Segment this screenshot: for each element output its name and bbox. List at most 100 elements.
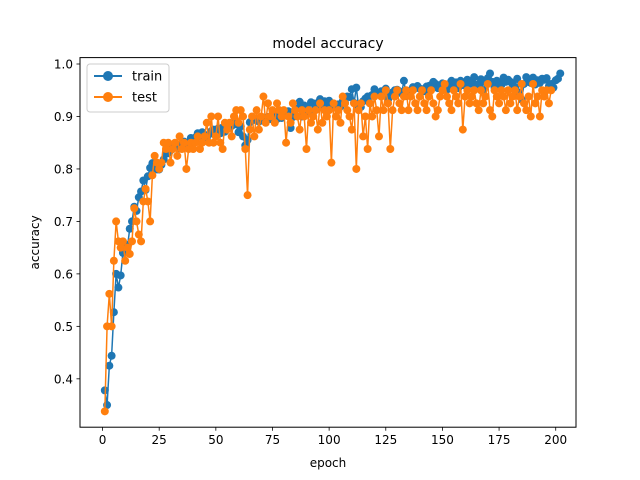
test-point: [329, 99, 338, 108]
test-point: [248, 112, 257, 121]
test-point: [182, 164, 191, 173]
test-point: [476, 86, 485, 95]
test-point: [449, 86, 458, 95]
test-point: [284, 112, 293, 121]
test-point: [146, 217, 155, 226]
x-axis-ticks: 0 25 50 75 100 125 150 175 200: [99, 427, 567, 447]
x-tick-label: 150: [431, 433, 454, 447]
y-tick-label: 0.5: [54, 320, 73, 334]
test-point: [424, 92, 433, 101]
test-point: [452, 92, 461, 101]
test-point: [508, 92, 517, 101]
test-point: [241, 145, 250, 153]
test-point: [517, 79, 526, 88]
test-point: [311, 106, 320, 115]
test-point: [302, 145, 311, 153]
test-point: [359, 132, 368, 141]
test-point: [356, 99, 365, 108]
train-point: [105, 361, 114, 370]
test-point: [436, 92, 445, 101]
test-point: [488, 112, 497, 121]
test-point: [291, 106, 300, 115]
x-tick-label: 75: [265, 433, 280, 447]
test-point: [266, 112, 275, 121]
test-point: [295, 125, 304, 134]
test-point: [397, 106, 406, 115]
test-point: [343, 106, 352, 115]
test-point: [422, 106, 431, 115]
test-point: [189, 145, 198, 153]
test-point: [214, 112, 223, 121]
test-point: [472, 99, 481, 108]
test-point: [195, 145, 204, 153]
train-point: [486, 69, 495, 78]
test-point: [513, 106, 522, 115]
test-point: [474, 106, 483, 115]
test-point: [193, 132, 202, 141]
train-point: [107, 351, 116, 360]
test-point: [180, 138, 189, 147]
test-point: [273, 99, 282, 108]
y-tick-label: 0.8: [54, 162, 73, 176]
test-point: [200, 132, 209, 141]
test-point: [304, 106, 313, 115]
test-point: [445, 99, 454, 108]
test-point: [374, 132, 383, 141]
test-point: [408, 86, 417, 95]
test-point: [173, 151, 182, 160]
test-point: [461, 92, 470, 101]
chart-title: model accuracy: [272, 36, 383, 52]
train-point: [470, 73, 479, 82]
test-point: [252, 106, 261, 115]
test-point: [506, 99, 515, 108]
test-point: [327, 158, 336, 167]
test-point: [123, 243, 132, 252]
test-point: [118, 237, 127, 246]
test-point: [112, 217, 121, 226]
test-point: [300, 112, 309, 121]
train-point: [542, 74, 551, 83]
test-point: [404, 106, 413, 115]
test-point: [384, 99, 393, 108]
test-point: [191, 138, 200, 147]
test-point: [365, 99, 374, 108]
test-point: [229, 112, 238, 121]
x-tick-label: 0: [99, 433, 107, 447]
test-point: [132, 217, 141, 226]
test-point: [377, 92, 386, 101]
test-point: [207, 112, 216, 121]
test-point: [293, 112, 302, 121]
test-point: [386, 145, 395, 153]
test-point: [254, 125, 263, 134]
train-point: [513, 74, 522, 83]
test-point: [225, 118, 234, 127]
test-point: [227, 132, 236, 141]
test-point: [429, 99, 438, 108]
test-point: [121, 256, 130, 265]
test-point: [202, 118, 211, 127]
test-point: [524, 92, 533, 101]
train-point: [114, 283, 123, 292]
train-point: [352, 83, 361, 92]
test-point: [372, 106, 381, 115]
test-point: [143, 197, 152, 206]
test-point: [413, 106, 422, 115]
test-point: [390, 92, 399, 101]
test-point: [454, 99, 463, 108]
test-point: [533, 92, 542, 101]
train-point: [116, 271, 125, 280]
test-point: [150, 151, 159, 160]
test-point: [270, 118, 279, 127]
test-point: [406, 92, 415, 101]
test-point: [547, 86, 556, 95]
test-point: [297, 106, 306, 115]
train-point: [399, 76, 408, 85]
test-point: [347, 125, 356, 134]
test-point: [223, 125, 232, 134]
test-point: [245, 125, 254, 134]
test-point: [322, 112, 331, 121]
x-tick-label: 175: [488, 433, 511, 447]
test-point: [381, 86, 390, 95]
test-point: [340, 99, 349, 108]
x-tick-label: 50: [208, 433, 223, 447]
